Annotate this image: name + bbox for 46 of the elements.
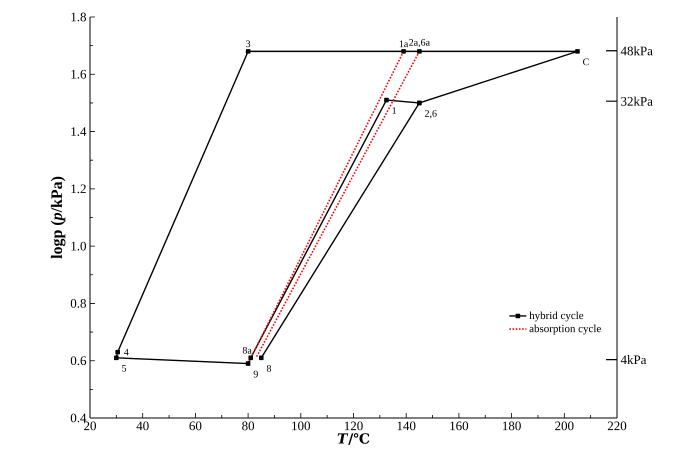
y2-tick-label: 4kPa xyxy=(620,355,646,364)
x-axis-title: T/℃ xyxy=(338,433,370,445)
y-tick-label: 1.2 xyxy=(71,184,86,194)
x-tick-label: 20 xyxy=(84,422,96,430)
point xyxy=(246,49,250,54)
y-tick-label: 1.4 xyxy=(71,127,86,136)
annotation: 5 xyxy=(122,365,126,372)
annotation: 2,6 xyxy=(424,110,437,118)
point xyxy=(417,49,422,54)
x-tick-label: 200 xyxy=(555,422,574,430)
legend-label: hybrid cycle xyxy=(529,311,584,322)
x-tick-label: 60 xyxy=(189,422,202,430)
point xyxy=(258,356,264,360)
y2-tick-label: 48kPa xyxy=(620,46,653,56)
x-tick-label: 220 xyxy=(608,422,626,430)
point xyxy=(114,356,119,360)
point xyxy=(384,98,389,102)
point xyxy=(401,49,406,54)
annotation: C xyxy=(583,58,589,66)
point xyxy=(248,356,254,360)
annotation: 9 xyxy=(254,370,258,378)
x-tick-label: 100 xyxy=(292,422,310,430)
annotation: 3 xyxy=(246,40,250,48)
y2-tick-label: 32kPa xyxy=(621,96,653,106)
x-tick-label: 120 xyxy=(344,422,363,430)
y-tick-label: 1.6 xyxy=(71,70,86,79)
x-tick-label: 160 xyxy=(450,422,468,430)
x-tick-label: 140 xyxy=(398,422,416,430)
x-tick-label: 180 xyxy=(503,422,521,430)
annotation: 1 xyxy=(392,107,396,114)
y-tick-label: 1.8 xyxy=(71,12,86,22)
point xyxy=(246,361,250,366)
legend-label: absorption cycle xyxy=(530,324,601,334)
y-tick-label: 0.6 xyxy=(70,356,86,366)
y-tick-label: 1.0 xyxy=(71,242,86,251)
point xyxy=(575,49,580,54)
x-tick-label: 40 xyxy=(136,422,149,430)
x-tick-label: 80 xyxy=(242,422,254,430)
point xyxy=(115,350,120,354)
annotation: 2a,6a xyxy=(409,39,430,48)
annotation: 4 xyxy=(124,348,129,356)
y-tick-label: 0.8 xyxy=(70,299,86,308)
annotation: 8a xyxy=(242,346,252,354)
annotation: 1a xyxy=(400,40,408,48)
y-tick-label: 0.4 xyxy=(70,414,86,422)
annotation: 8 xyxy=(266,365,272,372)
